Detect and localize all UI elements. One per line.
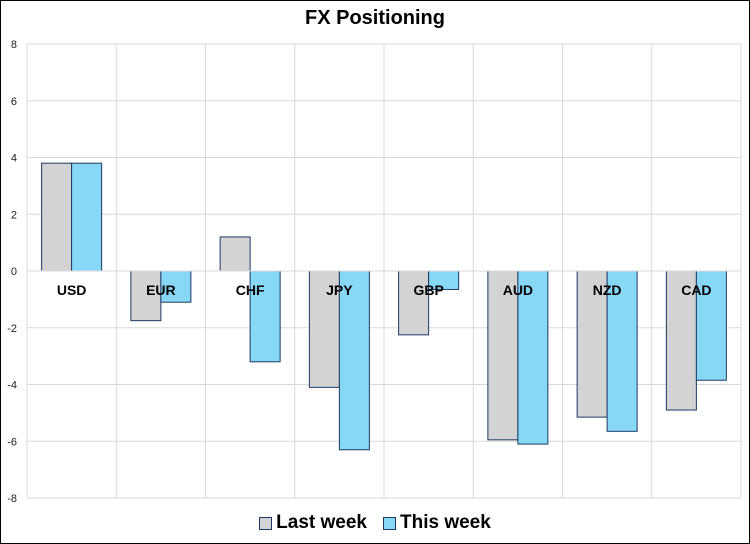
- bar-nzd-last-week: [576, 270, 608, 418]
- legend-swatch-last-week: [259, 516, 273, 530]
- category-label-jpy: JPY: [326, 282, 353, 298]
- category-label-gbp: GBP: [413, 282, 443, 298]
- y-tick-label: -4: [7, 380, 17, 392]
- bar-usd-last-week: [41, 162, 73, 272]
- y-tick-label: 4: [11, 153, 17, 165]
- bar-cad-this-week: [695, 270, 727, 381]
- category-label-eur: EUR: [146, 282, 176, 298]
- chart-legend: Last week This week: [0, 512, 750, 534]
- y-tick-label: 6: [11, 96, 17, 108]
- legend-item-this-week: This week: [383, 512, 491, 534]
- legend-swatch-this-week: [383, 516, 396, 530]
- bar-cad-last-week: [665, 270, 697, 411]
- legend-label-this-week: This week: [400, 512, 491, 533]
- bar-usd-this-week: [71, 162, 103, 272]
- legend-item-last-week: Last week: [259, 512, 367, 534]
- category-label-aud: AUD: [503, 282, 533, 298]
- category-label-chf: CHF: [236, 282, 265, 298]
- category-label-nzd: NZD: [593, 282, 622, 298]
- category-label-usd: USD: [57, 282, 87, 298]
- y-tick-label: -8: [7, 493, 17, 505]
- y-tick-label: 2: [11, 209, 17, 221]
- bar-aud-this-week: [517, 270, 549, 445]
- y-tick-label: -2: [7, 323, 17, 335]
- legend-label-last-week: Last week: [276, 512, 367, 533]
- y-tick-label: 8: [11, 39, 17, 51]
- category-label-cad: CAD: [681, 282, 711, 298]
- bar-nzd-this-week: [606, 270, 638, 432]
- y-tick-label: -6: [7, 436, 17, 448]
- y-tick-label: 0: [11, 266, 17, 278]
- chart-title: FX Positioning: [305, 7, 445, 29]
- bar-chf-last-week: [219, 236, 251, 272]
- bar-eur-last-week: [130, 270, 162, 322]
- bar-gbp-last-week: [398, 270, 430, 336]
- bar-eur-this-week: [160, 270, 192, 303]
